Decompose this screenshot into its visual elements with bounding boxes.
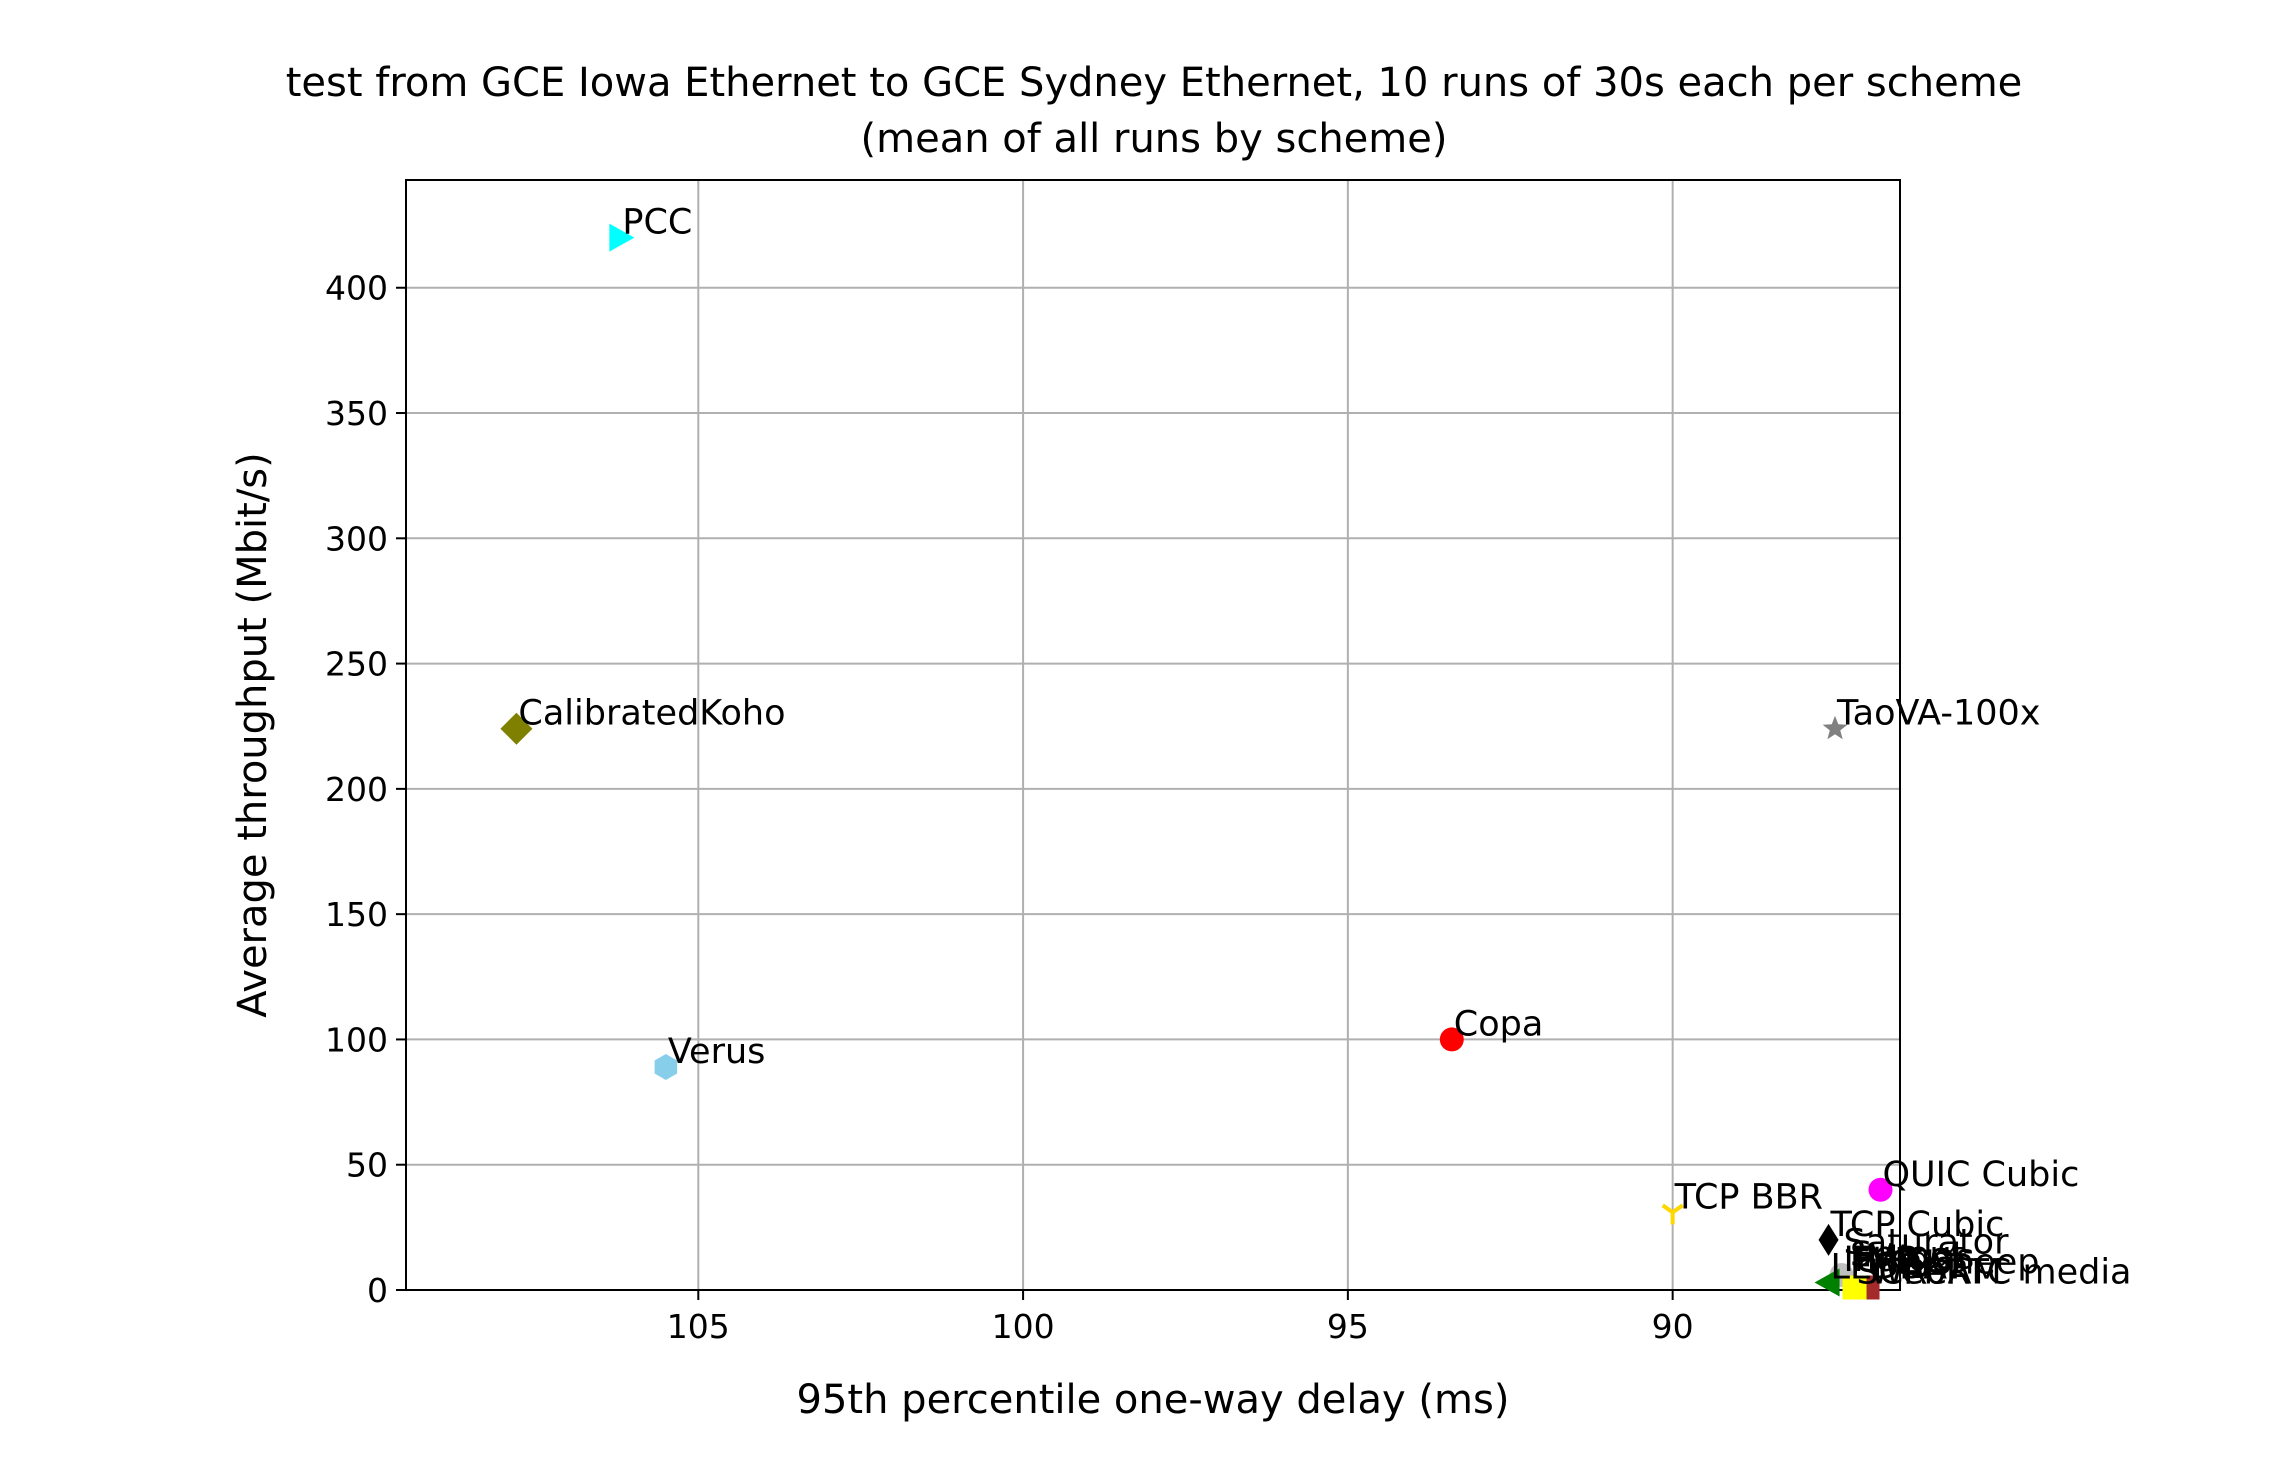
y-tick-label: 250 bbox=[325, 645, 388, 684]
data-points bbox=[500, 223, 1893, 1300]
point-label: Indigo bbox=[1844, 1240, 1952, 1280]
point-label: QUIC Cubic bbox=[1883, 1155, 2080, 1195]
x-axis-label: 95th percentile one-way delay (ms) bbox=[797, 1377, 1510, 1423]
data-point bbox=[1822, 715, 1848, 740]
point-label: TCP BBR bbox=[1674, 1177, 1823, 1217]
point-label: FillP-Sheep bbox=[1850, 1242, 2039, 1282]
point-label: TaoVA-100x bbox=[1836, 694, 2040, 734]
y-axis-label: Average throughput (Mbit/s) bbox=[230, 452, 276, 1018]
point-label: Vegas bbox=[1870, 1237, 1975, 1277]
y-tick-label: 50 bbox=[346, 1146, 388, 1185]
x-tick-label: 95 bbox=[1327, 1307, 1369, 1346]
x-tick-label: 90 bbox=[1652, 1307, 1694, 1346]
data-point bbox=[654, 1054, 678, 1080]
point-label: SCReAM bbox=[1857, 1252, 2002, 1292]
data-point bbox=[609, 223, 635, 252]
chart-title: test from GCE Iowa Ethernet to GCE Sydne… bbox=[286, 60, 2023, 106]
plot-frame bbox=[405, 179, 1901, 1291]
data-point bbox=[1818, 1223, 1839, 1256]
data-point bbox=[1842, 1275, 1867, 1300]
x-tick-label: 105 bbox=[667, 1307, 730, 1346]
point-labels: PCC CalibratedKoho Verus Copa TaoVA-100x QUIC… bbox=[518, 203, 2131, 1293]
y-tick-label: 150 bbox=[325, 895, 388, 934]
point-label: FillP bbox=[1850, 1240, 1918, 1280]
x-axis-ticks: 105 100 95 90 bbox=[667, 1290, 1694, 1346]
data-point bbox=[500, 712, 533, 745]
y-tick-label: 0 bbox=[367, 1271, 388, 1310]
point-label: WebRTC media bbox=[1870, 1252, 2132, 1292]
y-tick-label: 100 bbox=[325, 1020, 388, 1059]
point-label: Saturator bbox=[1844, 1222, 2010, 1262]
y-tick-label: 300 bbox=[325, 519, 388, 558]
y-tick-label: 350 bbox=[325, 394, 388, 433]
grid bbox=[406, 180, 1900, 1291]
point-label: LEDBAT bbox=[1831, 1247, 1967, 1287]
point-label: PCC bbox=[622, 203, 692, 243]
y-axis-ticks: 0 50 100 150 200 250 300 350 400 bbox=[325, 269, 406, 1310]
data-point bbox=[1868, 1177, 1893, 1202]
point-label: CalibratedKoho bbox=[518, 694, 785, 734]
point-label: TCP Cubic bbox=[1830, 1205, 2005, 1245]
point-label: Verus bbox=[668, 1032, 766, 1072]
data-point bbox=[1439, 1027, 1464, 1052]
data-point bbox=[1661, 1203, 1684, 1225]
point-label: Copa bbox=[1454, 1004, 1544, 1044]
x-tick-label: 100 bbox=[992, 1307, 1055, 1346]
data-point bbox=[1814, 1268, 1840, 1297]
point-label: Sprout bbox=[1850, 1235, 1965, 1275]
y-tick-label: 400 bbox=[325, 269, 388, 308]
chart-subtitle: (mean of all runs by scheme) bbox=[861, 116, 1448, 162]
y-tick-label: 200 bbox=[325, 770, 388, 809]
